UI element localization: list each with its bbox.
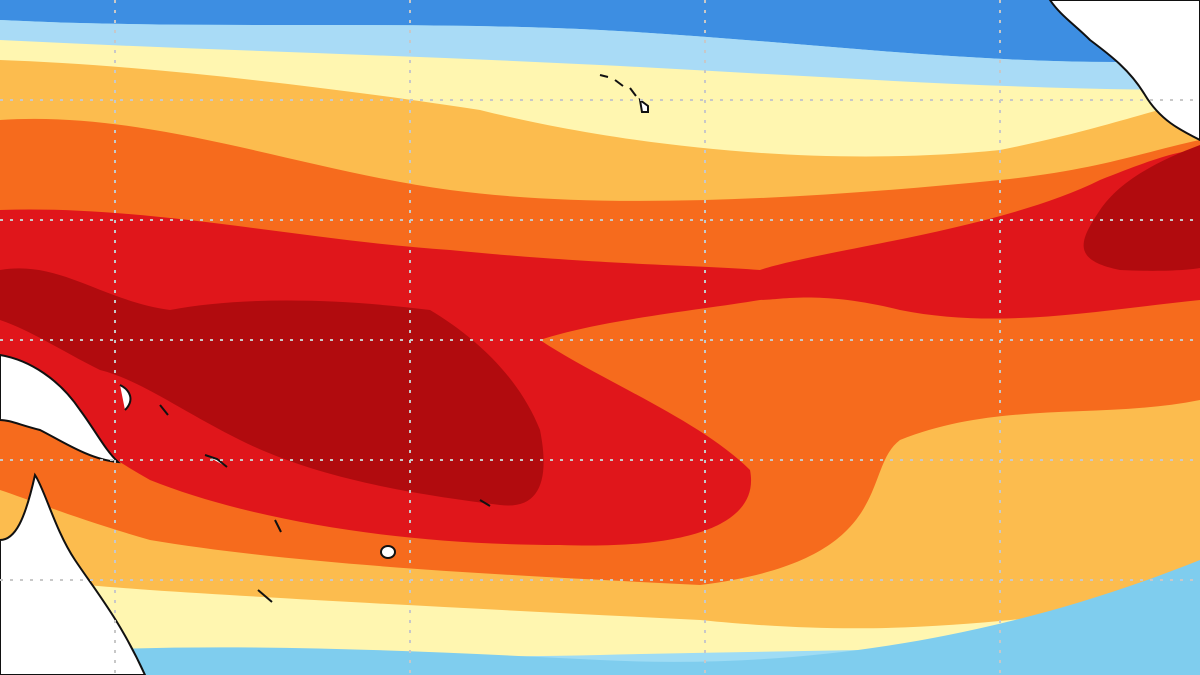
cool-band-top (0, 0, 1200, 63)
island-chain (119, 384, 491, 603)
cool-band-top-light (0, 20, 1200, 91)
cool-band-bottom (0, 560, 1200, 675)
dark-red-core-west (0, 268, 544, 506)
new-guinea-coast (0, 353, 121, 464)
australia-coast (0, 472, 147, 675)
island (380, 545, 396, 559)
hawaii-islands (599, 74, 649, 113)
north-america-coast (1048, 0, 1200, 142)
dark-red-core-east (1083, 145, 1200, 271)
